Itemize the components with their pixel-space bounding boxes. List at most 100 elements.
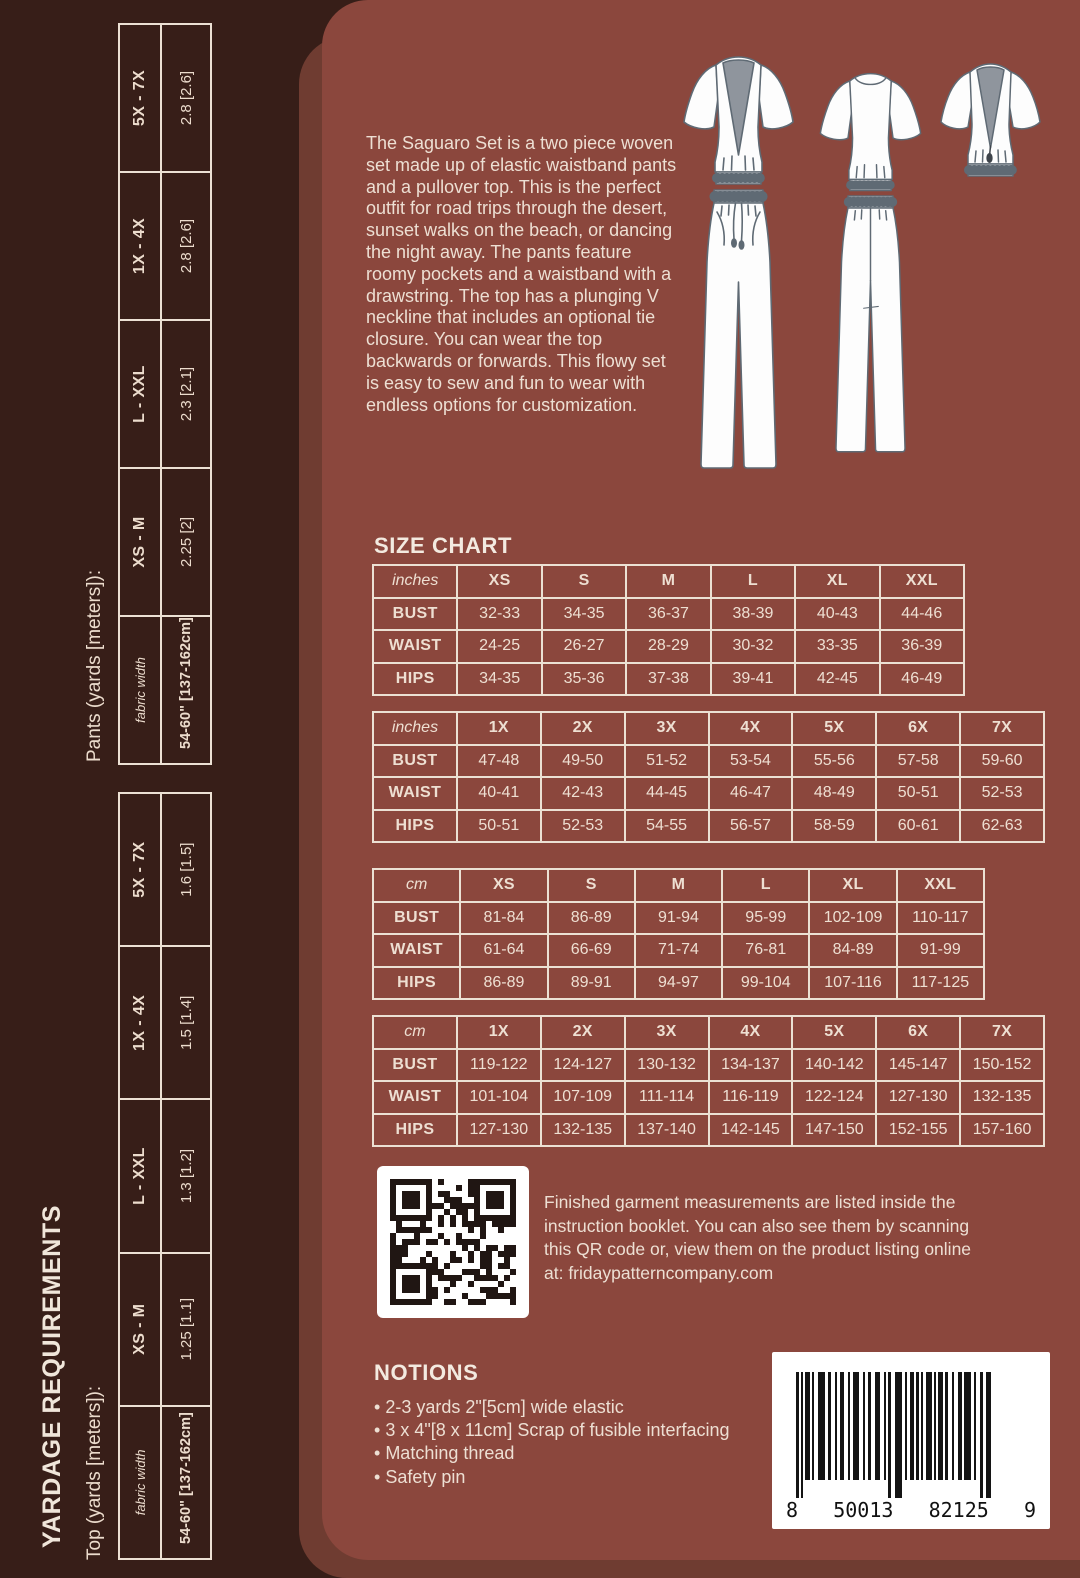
- size-header-cell: M: [633, 868, 724, 903]
- measurement-value-cell: 142-145: [707, 1112, 794, 1147]
- measurement-value-cell: 54-55: [623, 808, 710, 843]
- unit-cell: inches: [371, 564, 459, 599]
- measurement-value-cell: 101-104: [455, 1080, 542, 1115]
- measurement-value-cell: 62-63: [959, 808, 1045, 843]
- unit-cell: cm: [372, 1015, 458, 1050]
- measurement-label-cell: WAIST: [371, 629, 459, 664]
- size-header-cell: 2X: [539, 1015, 626, 1050]
- size-header-cell: 1X: [455, 711, 542, 746]
- measurement-label-cell: HIPS: [372, 808, 458, 843]
- barcode-bar: [863, 1372, 865, 1480]
- measurement-label-cell: WAIST: [371, 933, 462, 968]
- measurement-value-cell: 147-150: [791, 1112, 878, 1147]
- top-front-illustration: [940, 63, 1041, 177]
- measurement-value-cell: 99-104: [721, 965, 811, 1000]
- measurement-value-cell: 116-119: [707, 1080, 794, 1115]
- yardage-value-cell: 1.25 [1.1]: [161, 1252, 211, 1406]
- measurement-value-cell: 34-35: [540, 596, 628, 631]
- measurement-value-cell: 94-97: [633, 965, 724, 1000]
- measurement-value-cell: 95-99: [721, 900, 811, 935]
- notions-title: NOTIONS: [374, 1360, 479, 1385]
- measurement-value-cell: 91-94: [633, 900, 724, 935]
- barcode-bar: [796, 1372, 799, 1498]
- qr-code: [377, 1166, 529, 1318]
- barcode-bar: [916, 1372, 919, 1480]
- measurement-label-cell: WAIST: [372, 776, 458, 811]
- barcode-bar: [840, 1372, 844, 1480]
- barcode-bar: [938, 1372, 943, 1480]
- barcode-bar: [958, 1372, 962, 1480]
- barcode-bar: [952, 1372, 954, 1480]
- measurement-value-cell: 53-54: [707, 743, 794, 778]
- size-header-cell: 5X: [791, 1015, 878, 1050]
- measurement-value-cell: 111-114: [623, 1080, 710, 1115]
- measurement-label-cell: HIPS: [371, 661, 459, 696]
- yardage-value-cell: 2.3 [2.1]: [161, 320, 211, 468]
- barcode-digit-group: 9: [1023, 1498, 1036, 1522]
- measurement-value-cell: 61-64: [459, 933, 549, 968]
- measurement-value-cell: 34-35: [456, 661, 543, 696]
- measurement-value-cell: 52-53: [539, 808, 626, 843]
- fabric-width-value-cell: 54-60" [137-162cm]: [161, 616, 211, 764]
- measurement-value-cell: 47-48: [455, 743, 542, 778]
- unit-cell: inches: [372, 711, 458, 746]
- measurement-value-cell: 37-38: [625, 661, 712, 696]
- barcode-bar: [964, 1372, 971, 1480]
- barcode-bar: [875, 1372, 880, 1480]
- measurement-value-cell: 42-43: [539, 776, 626, 811]
- fabric-width-value-cell: 54-60" [137-162cm]: [161, 1405, 211, 1559]
- size-header-cell: 2X: [539, 711, 626, 746]
- yardage-value-cell: 2.25 [2]: [161, 468, 211, 616]
- size-chart-cm-xs-xxl: cm XS S M L XL XXL BUST 81-84 86-89 91-94 95-99 102-…: [371, 868, 986, 1000]
- size-header-cell: 7X: [959, 1015, 1045, 1050]
- measurement-value-cell: 24-25: [456, 629, 543, 664]
- finished-measurements-note: Finished garment measurements are listed…: [544, 1192, 972, 1283]
- measurement-value-cell: 52-53: [959, 776, 1045, 811]
- size-header-cell: 4X: [707, 1015, 794, 1050]
- yardage-size-cell: 1X - 4X: [119, 946, 161, 1100]
- measurement-value-cell: 57-58: [875, 743, 962, 778]
- measurement-value-cell: 107-109: [539, 1080, 626, 1115]
- barcode-bar: [895, 1372, 902, 1498]
- measurement-value-cell: 59-60: [959, 743, 1045, 778]
- size-header-cell: XS: [459, 868, 549, 903]
- measurement-value-cell: 110-117: [895, 900, 986, 935]
- pants-yardage-label: Pants (yards [meters]):: [84, 569, 105, 762]
- measurement-value-cell: 46-47: [707, 776, 794, 811]
- measurement-value-cell: 86-89: [459, 965, 549, 1000]
- measurement-value-cell: 39-41: [709, 661, 797, 696]
- barcode-bar: [835, 1372, 837, 1480]
- measurement-value-cell: 152-155: [875, 1112, 962, 1147]
- yardage-size-cell: 5X - 7X: [119, 24, 161, 172]
- measurement-value-cell: 76-81: [721, 933, 811, 968]
- barcode-digit-group: 50013: [833, 1498, 894, 1522]
- barcode-digit-group: 82125: [928, 1498, 989, 1522]
- barcode-bar: [848, 1372, 850, 1480]
- size-chart-inches-xs-xxl: inches XS S M L XL XXL BUST 32-33 34-35 36-37 38-39…: [371, 564, 966, 696]
- barcode-bar: [853, 1372, 859, 1480]
- barcode-bar: [934, 1372, 936, 1480]
- measurement-value-cell: 44-46: [878, 596, 966, 631]
- barcode-bar: [812, 1372, 814, 1480]
- size-header-cell: XS: [456, 564, 543, 599]
- size-header-cell: M: [625, 564, 712, 599]
- jumpsuit-front-illustration: [683, 56, 794, 469]
- measurement-value-cell: 40-43: [794, 596, 881, 631]
- fabric-width-label-cell: fabric width: [119, 1405, 161, 1559]
- notion-item: Safety pin: [374, 1466, 804, 1489]
- measurement-value-cell: 55-56: [791, 743, 878, 778]
- measurement-value-cell: 49-50: [539, 743, 626, 778]
- measurement-value-cell: 132-135: [539, 1112, 626, 1147]
- measurement-value-cell: 124-127: [539, 1047, 626, 1082]
- barcode-bar: [888, 1372, 891, 1498]
- barcode-digit-group: 8: [786, 1498, 799, 1522]
- top-yardage-label: Top (yards [meters]):: [84, 1385, 105, 1560]
- size-header-cell: 6X: [875, 711, 962, 746]
- size-header-cell: 1X: [455, 1015, 542, 1050]
- barcode-digits: 8 50013 82125 9: [786, 1498, 1036, 1522]
- measurement-label-cell: HIPS: [372, 1112, 458, 1147]
- barcode-bar: [905, 1372, 907, 1480]
- measurement-value-cell: 107-116: [808, 965, 898, 1000]
- barcode-bar: [884, 1372, 886, 1480]
